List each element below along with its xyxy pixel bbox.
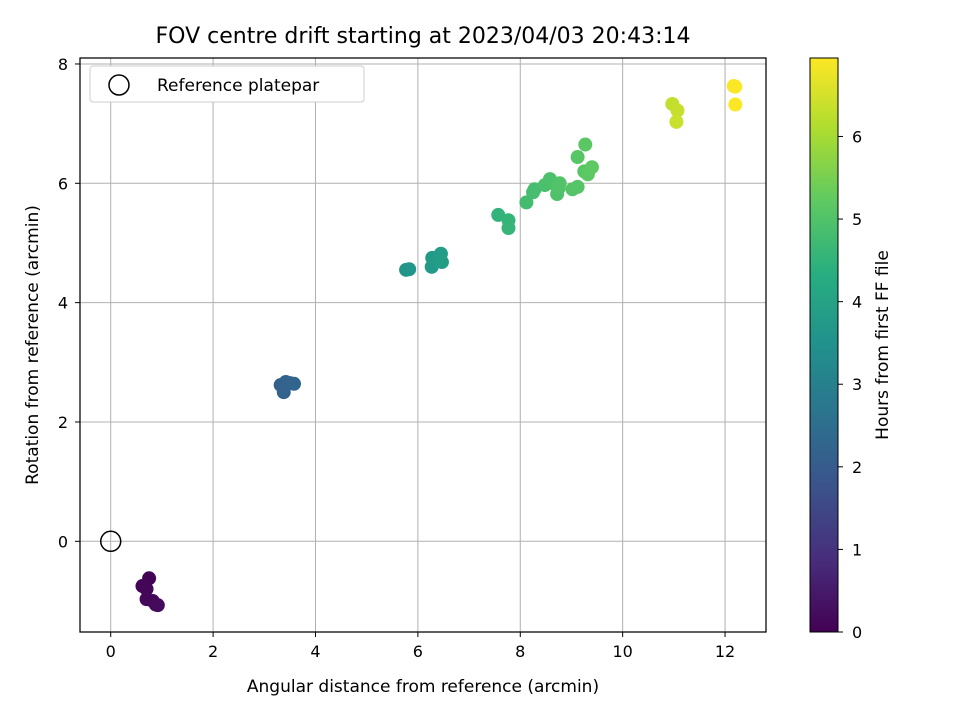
y-axis-ticks: 0 2 4 6 8 xyxy=(58,55,80,551)
chart-title: FOV centre drift starting at 2023/04/03 … xyxy=(156,24,691,49)
y-tick-label: 0 xyxy=(58,532,68,551)
y-axis-label: Rotation from reference (arcmin) xyxy=(23,205,43,485)
x-axis-ticks: 0 2 4 6 8 10 12 xyxy=(106,632,735,661)
reference-marker xyxy=(99,530,122,553)
x-axis-label: Angular distance from reference (arcmin) xyxy=(247,677,599,697)
y-tick-label: 4 xyxy=(58,294,68,313)
data-point xyxy=(501,221,516,236)
colorbar-ticks: 0 1 2 3 4 5 6 xyxy=(838,127,862,642)
data-point xyxy=(584,160,599,175)
y-tick-label: 8 xyxy=(58,55,68,74)
colorbar-tick-label: 6 xyxy=(852,127,862,146)
reference-point xyxy=(99,530,122,553)
data-point xyxy=(670,103,685,118)
legend-entry-label: Reference platepar xyxy=(157,76,319,96)
colorbar-tick-label: 4 xyxy=(852,293,862,312)
data-point xyxy=(570,179,585,194)
data-point xyxy=(150,598,165,613)
x-tick-label: 8 xyxy=(515,642,525,661)
data-points xyxy=(135,79,743,613)
legend-box xyxy=(89,65,365,103)
plot-frame xyxy=(79,57,767,633)
x-tick-label: 10 xyxy=(612,642,632,661)
x-tick-label: 0 xyxy=(106,642,116,661)
data-point xyxy=(519,195,534,210)
legend-marker-icon xyxy=(108,74,130,96)
y-tick-label: 2 xyxy=(58,413,68,432)
colorbar-tick-label: 2 xyxy=(852,458,862,477)
x-tick-label: 6 xyxy=(413,642,423,661)
data-point xyxy=(570,150,585,165)
data-point xyxy=(669,114,684,129)
data-point xyxy=(402,262,417,277)
colorbar-tick-label: 0 xyxy=(852,623,862,642)
colorbar-tick-label: 5 xyxy=(852,210,862,229)
data-point xyxy=(552,176,567,191)
data-point xyxy=(139,582,154,597)
colorbar-tick-label: 1 xyxy=(852,540,862,559)
data-point xyxy=(286,376,301,391)
colorbar-gradient xyxy=(809,57,839,633)
y-tick-label: 6 xyxy=(58,174,68,193)
data-point xyxy=(728,79,743,94)
x-tick-label: 12 xyxy=(715,642,735,661)
grid-lines xyxy=(80,58,766,632)
legend: Reference platepar xyxy=(89,65,365,103)
colorbar: 0 1 2 3 4 5 6 Hours from first FF file xyxy=(809,57,893,642)
data-point xyxy=(578,137,593,152)
colorbar-tick-label: 3 xyxy=(852,375,862,394)
data-point xyxy=(434,255,449,270)
data-point xyxy=(728,97,743,112)
colorbar-label: Hours from first FF file xyxy=(873,250,893,440)
x-tick-label: 2 xyxy=(208,642,218,661)
x-tick-label: 4 xyxy=(310,642,320,661)
